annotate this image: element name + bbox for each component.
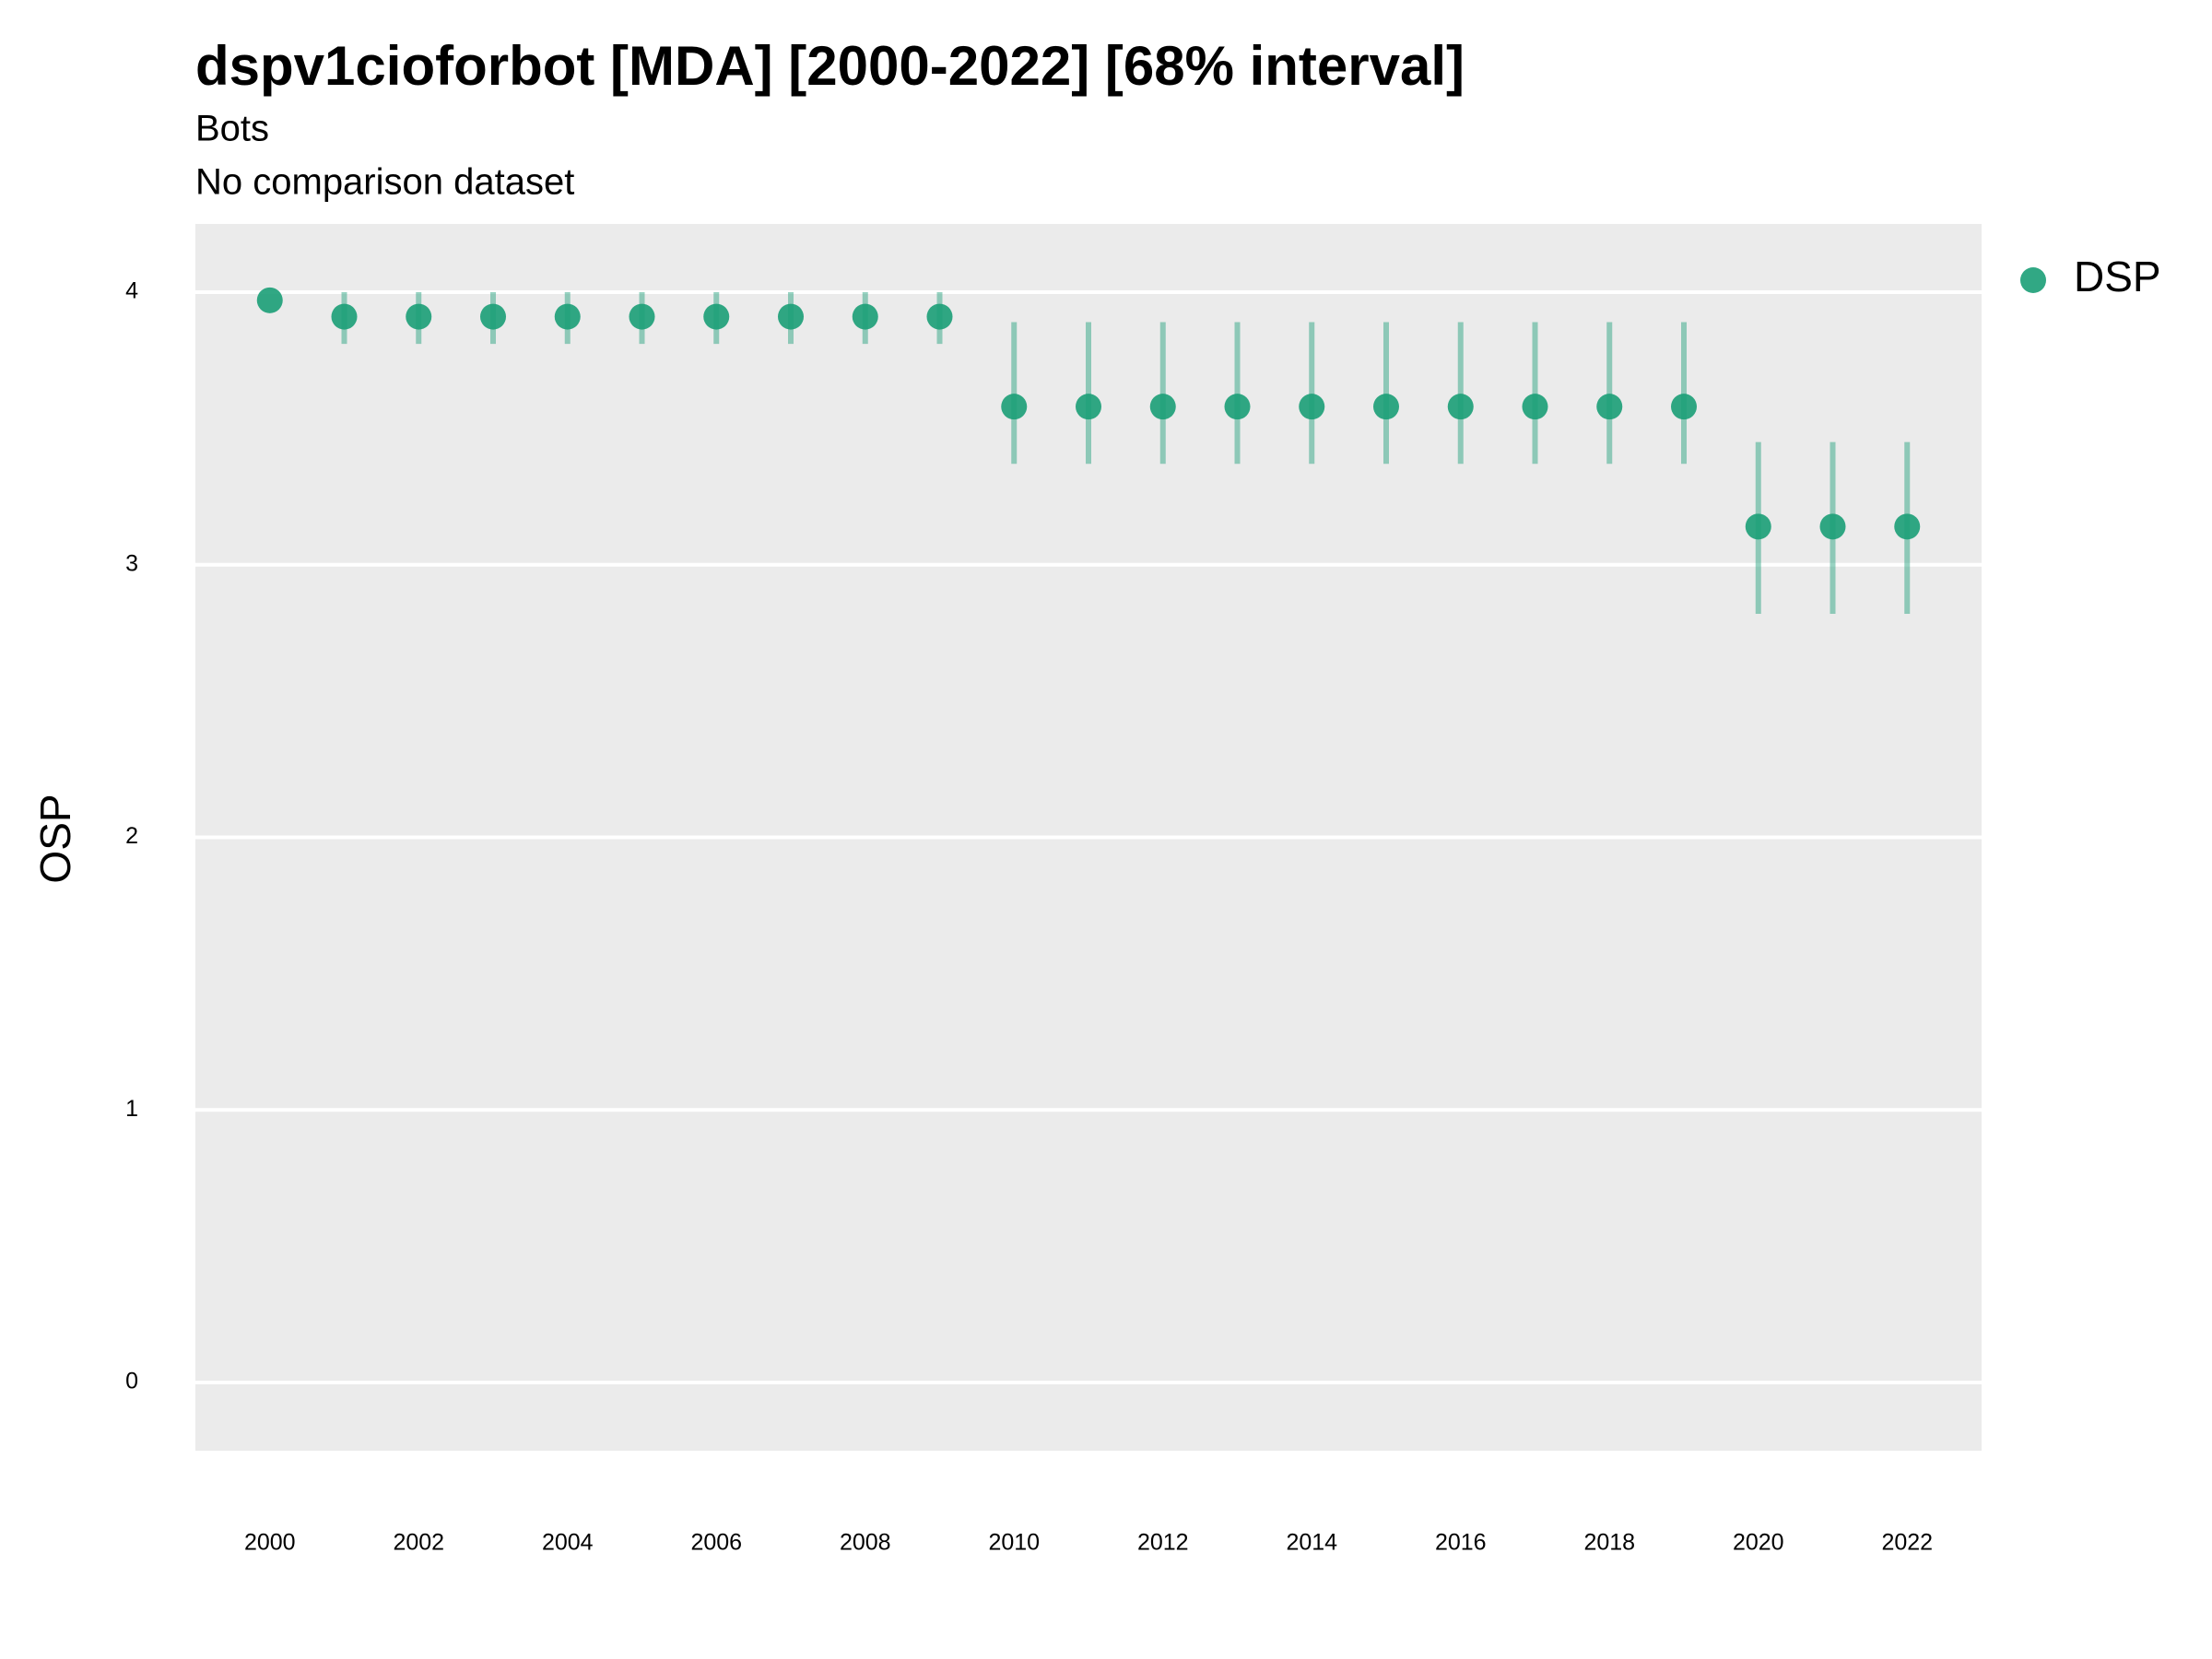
point (1745, 513, 1771, 540)
point (1447, 394, 1474, 420)
point (1596, 394, 1623, 420)
point (331, 303, 358, 330)
x-tick-label: 2008 (840, 1530, 891, 1556)
x-tick-label: 2010 (988, 1530, 1040, 1556)
y-tick-label: 1 (125, 1096, 138, 1122)
legend-marker (2020, 267, 2046, 293)
x-tick-label: 2022 (1881, 1530, 1933, 1556)
x-tick-label: 2020 (1733, 1530, 1784, 1556)
x-tick-label: 2012 (1137, 1530, 1189, 1556)
point (1299, 394, 1325, 420)
chart-caption: No comparison dataset (195, 162, 574, 203)
point (1522, 394, 1548, 420)
point (256, 287, 283, 313)
x-tick-label: 2002 (393, 1530, 444, 1556)
point (480, 303, 506, 330)
x-tick-label: 2014 (1286, 1530, 1337, 1556)
y-tick-label: 2 (125, 823, 138, 849)
point (703, 303, 730, 330)
point (1373, 394, 1399, 420)
y-axis-title: OSP (31, 794, 79, 883)
x-tick-label: 2016 (1435, 1530, 1487, 1556)
point (1819, 513, 1846, 540)
x-tick-label: 2018 (1583, 1530, 1635, 1556)
point (1224, 394, 1251, 420)
point (1671, 394, 1697, 420)
chart-title: dspv1cioforbot [MDA] [2000-2022] [68% in… (195, 35, 1465, 97)
point (1894, 513, 1921, 540)
point (778, 303, 804, 330)
y-tick-label: 0 (125, 1369, 138, 1394)
point (554, 303, 581, 330)
legend-label: DSP (2074, 253, 2161, 300)
y-tick-label: 4 (125, 278, 138, 304)
x-tick-label: 2000 (244, 1530, 296, 1556)
x-tick-label: 2004 (542, 1530, 594, 1556)
point (852, 303, 878, 330)
x-tick-label: 2006 (690, 1530, 742, 1556)
point (1149, 394, 1176, 420)
point (926, 303, 953, 330)
point (1001, 394, 1028, 420)
point (1076, 394, 1101, 420)
chart-subtitle: Bots (195, 109, 269, 149)
point (406, 303, 432, 330)
y-tick-label: 3 (125, 550, 138, 576)
point (629, 303, 655, 330)
